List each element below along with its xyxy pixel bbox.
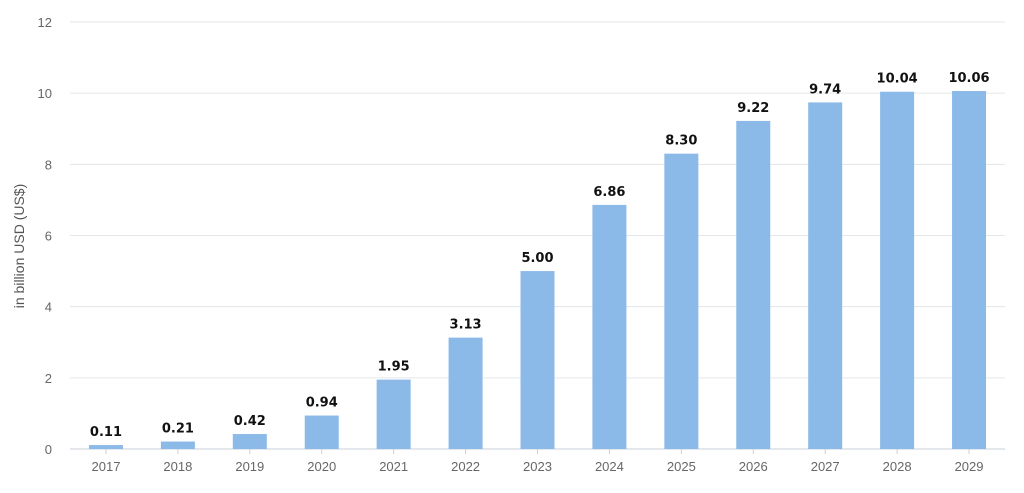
bar-2017[interactable] [88,445,123,449]
bar-2024[interactable] [592,204,627,449]
value-label-2026: 9.22 [737,101,769,116]
x-tick-label-2017: 2017 [92,459,121,474]
x-tick-label-2018: 2018 [163,459,192,474]
y-tick-label: 2 [45,371,52,386]
value-label-2019: 0.42 [234,414,266,429]
x-axis-ticks: 2017 2018 2019 2020 2021 2022 2023 2024 2025 2026… [92,449,984,474]
y-axis-title: in billion USD (US$) [11,184,27,308]
bar-2019[interactable] [232,434,267,449]
x-tick-label-2025: 2025 [667,459,696,474]
x-tick-label-2019: 2019 [235,459,264,474]
value-label-2024: 6.86 [593,185,625,200]
bar-2020[interactable] [304,415,339,449]
y-tick-label: 0 [45,442,52,457]
value-label-2022: 3.13 [450,318,482,333]
bar-2023[interactable] [520,271,555,449]
bar-2025[interactable] [664,153,699,450]
bar-2028[interactable] [880,91,915,449]
y-tick-label: 8 [45,157,52,172]
bar-2018[interactable] [160,441,195,449]
x-tick-label-2027: 2027 [811,459,840,474]
value-label-2017: 0.11 [90,425,122,440]
value-label-2020: 0.94 [306,396,338,411]
bar-2022[interactable] [448,337,483,449]
y-tick-label: 10 [38,86,52,101]
bar-2029[interactable] [952,91,987,449]
bar-2027[interactable] [808,102,843,449]
bar-2026[interactable] [736,120,771,450]
bars [88,91,987,450]
x-tick-label-2024: 2024 [595,459,624,474]
y-axis-ticks: 0 2 4 6 8 10 12 [38,15,52,457]
x-tick-label-2028: 2028 [883,459,912,474]
y-tick-label: 6 [45,229,52,244]
bar-2021[interactable] [376,379,411,449]
y-tick-label: 12 [38,15,52,30]
x-tick-label-2021: 2021 [379,459,408,474]
value-label-2029: 10.06 [948,71,989,86]
value-label-2028: 10.04 [877,72,918,87]
value-labels: 0.11 0.21 0.42 0.94 1.95 3.13 5.00 6.86 8.30 9.22… [90,71,990,440]
value-label-2023: 5.00 [521,251,553,266]
value-label-2021: 1.95 [378,360,410,375]
x-tick-label-2023: 2023 [523,459,552,474]
value-label-2018: 0.21 [162,422,194,437]
value-label-2027: 9.74 [809,82,841,97]
x-tick-label-2026: 2026 [739,459,768,474]
x-tick-label-2022: 2022 [451,459,480,474]
y-tick-label: 4 [45,300,52,315]
value-label-2025: 8.30 [665,134,697,149]
x-tick-label-2020: 2020 [307,459,336,474]
x-tick-label-2029: 2029 [955,459,984,474]
